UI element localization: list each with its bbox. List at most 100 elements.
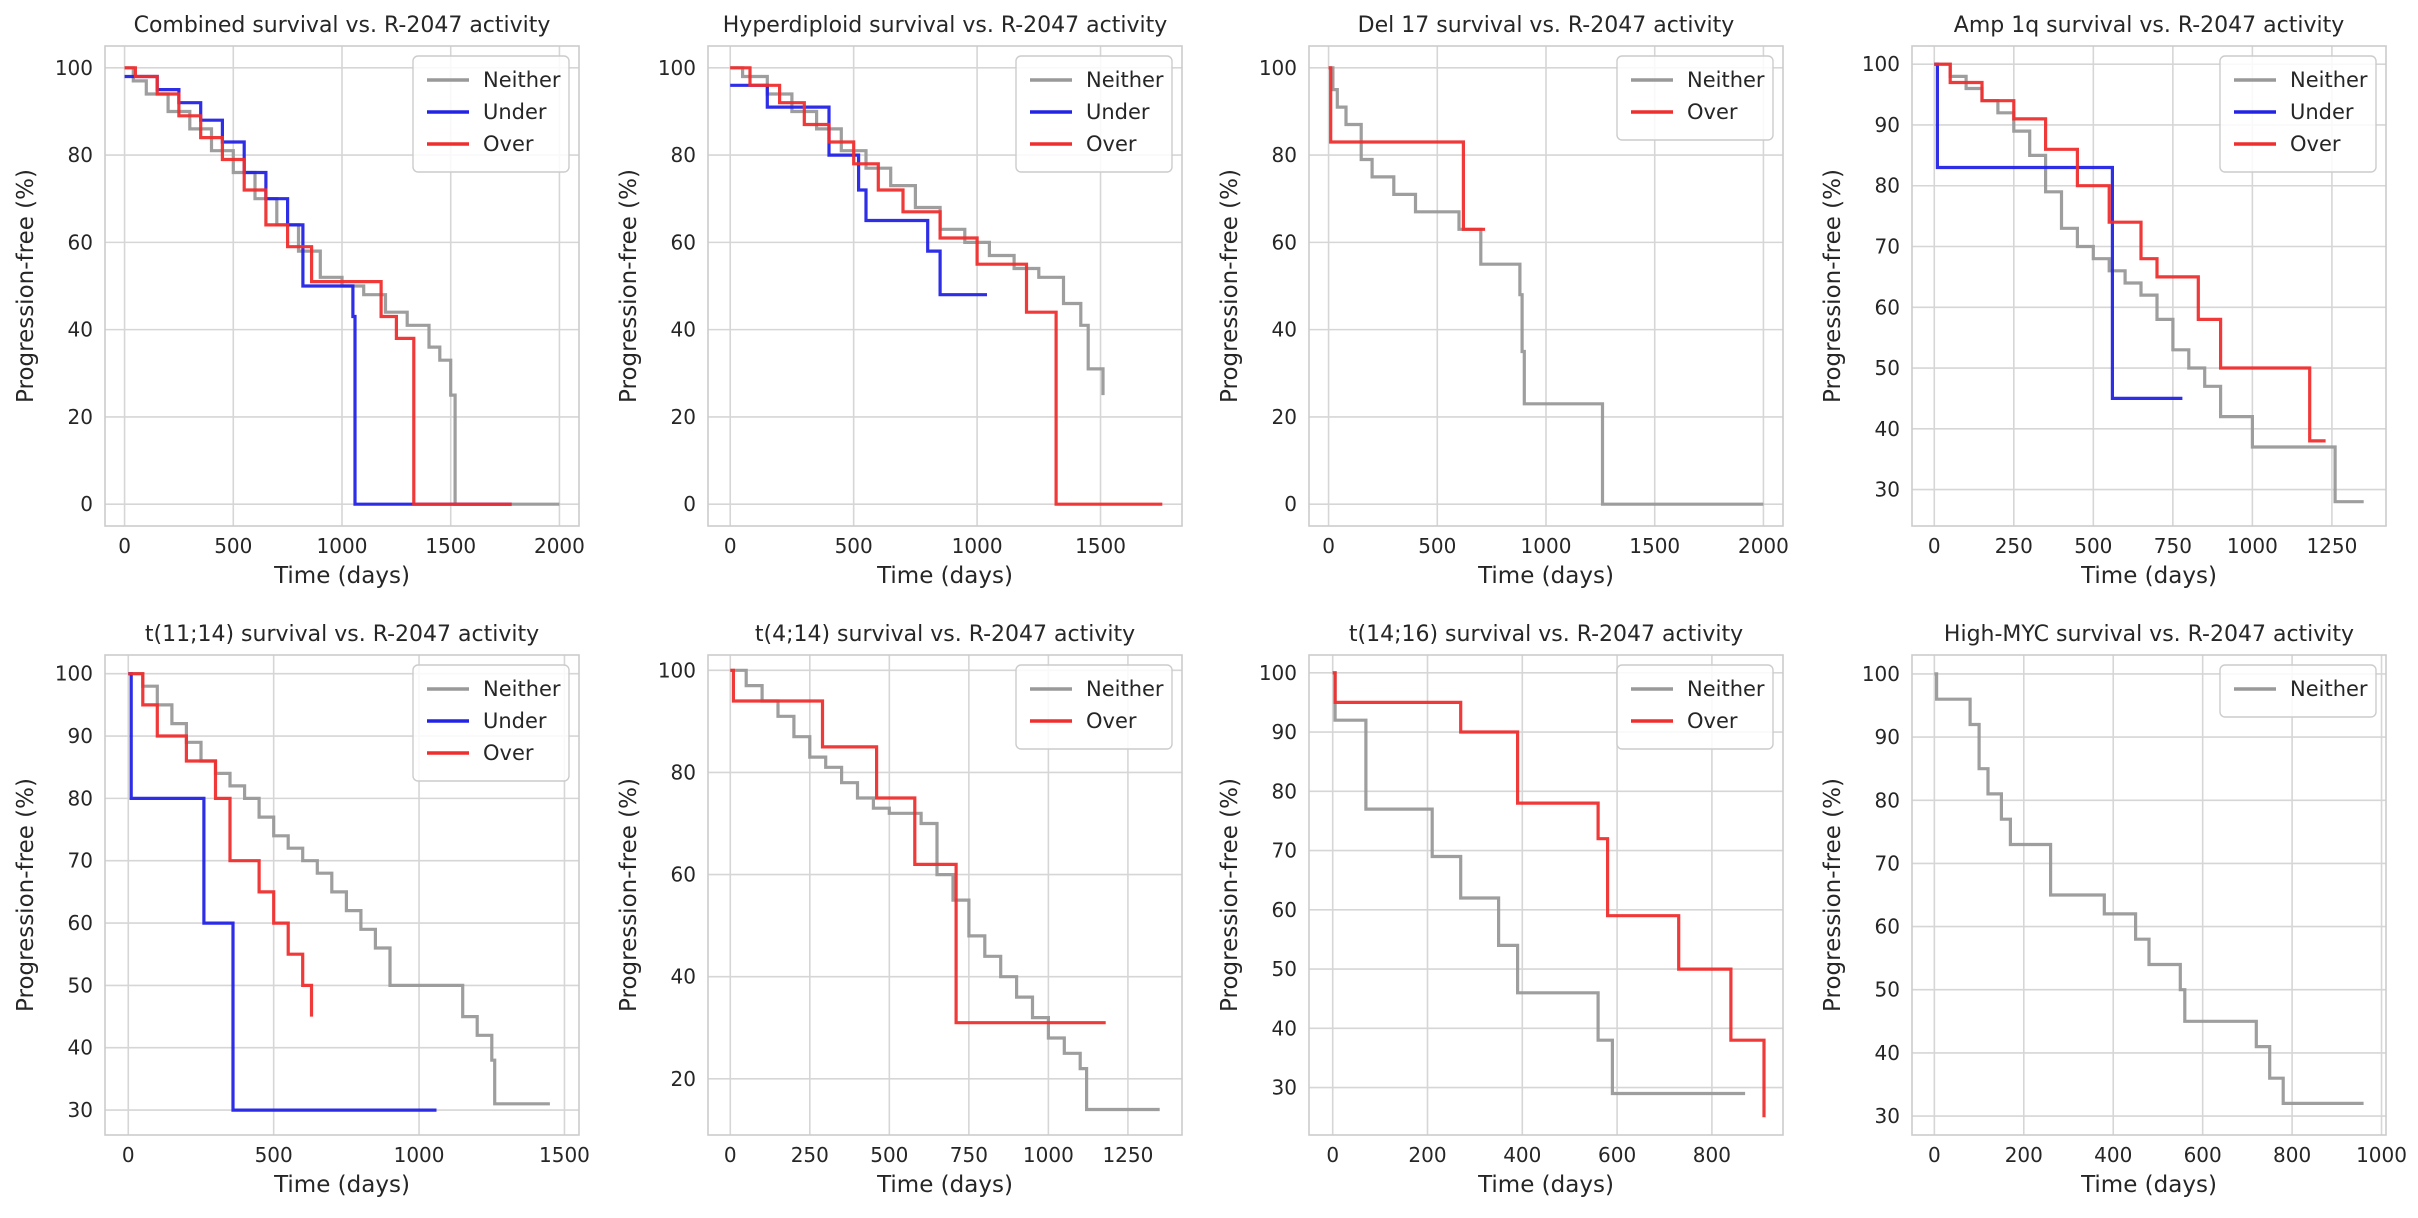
y-tick-label: 20 xyxy=(68,405,93,429)
series-line-over xyxy=(124,66,512,506)
y-tick-label: 50 xyxy=(1272,957,1297,981)
y-tick-label: 80 xyxy=(1272,779,1297,803)
chart-panel-4: 0 250 500 750 1000 1250 30 40 50 60 70 80 90 100 Amp 1… xyxy=(1820,13,2387,589)
series-line-under xyxy=(124,74,512,506)
x-tick-label: 0 xyxy=(1322,534,1335,558)
series-line-neither xyxy=(1328,66,1764,506)
y-tick-label: 60 xyxy=(1272,898,1297,922)
chart-title: Hyperdiploid survival vs. R-2047 activit… xyxy=(723,13,1167,38)
y-tick-label: 40 xyxy=(68,318,93,342)
x-tick-label: 250 xyxy=(791,1143,829,1167)
y-tick-label: 60 xyxy=(68,230,93,254)
legend-label: Over xyxy=(1687,709,1738,733)
y-tick-label: 80 xyxy=(68,786,93,810)
legend-label: Neither xyxy=(483,68,561,92)
y-tick-label: 70 xyxy=(1875,235,1900,259)
y-axis-label: Progression-free (%) xyxy=(616,778,642,1012)
legend-box xyxy=(1616,664,1774,750)
y-tick-label: 90 xyxy=(68,724,93,748)
chart-panel-8: 0 200 400 600 800 1000 30 40 50 60 70 80 90 100 High-M… xyxy=(1820,622,2407,1198)
x-tick-label: 0 xyxy=(122,1143,135,1167)
y-tick-label: 30 xyxy=(1875,1104,1900,1128)
y-tick-label: 30 xyxy=(68,1098,93,1122)
series-line-over xyxy=(1332,671,1766,1118)
x-tick-label: 1000 xyxy=(952,534,1003,558)
series-line-under xyxy=(128,672,437,1112)
legend-label: Over xyxy=(1687,100,1738,124)
chart-panel-6: 0 250 500 750 1000 1250 20 40 60 80 100 t(4;14) sur… xyxy=(616,622,1183,1198)
y-tick-label: 40 xyxy=(1272,1016,1297,1040)
y-axis-label: Progression-free (%) xyxy=(1820,169,1846,403)
legend-label: Over xyxy=(483,132,534,156)
legend-label: Neither xyxy=(1086,68,1164,92)
y-axis-label: Progression-free (%) xyxy=(13,778,39,1012)
x-axis-label: Time (days) xyxy=(273,1172,410,1198)
y-axis-label: Progression-free (%) xyxy=(1820,778,1846,1012)
x-tick-label: 1500 xyxy=(539,1143,590,1167)
legend-label: Neither xyxy=(1687,677,1765,701)
legend-box xyxy=(2219,664,2377,718)
x-tick-label: 500 xyxy=(214,534,252,558)
x-tick-label: 500 xyxy=(255,1143,293,1167)
x-axis-label: Time (days) xyxy=(1477,563,1614,589)
y-tick-label: 100 xyxy=(1259,56,1297,80)
chart-title: Del 17 survival vs. R-2047 activity xyxy=(1358,13,1735,38)
plot-frame xyxy=(104,45,580,527)
y-tick-label: 90 xyxy=(1272,720,1297,744)
legend-label: Over xyxy=(483,741,534,765)
x-tick-label: 0 xyxy=(1326,1143,1339,1167)
y-tick-label: 50 xyxy=(68,973,93,997)
series-line-over xyxy=(1328,66,1486,231)
y-tick-label: 100 xyxy=(658,56,696,80)
x-tick-label: 1500 xyxy=(1629,534,1680,558)
y-tick-label: 90 xyxy=(1875,725,1900,749)
y-tick-label: 40 xyxy=(1875,1041,1900,1065)
x-tick-label: 1500 xyxy=(1075,534,1126,558)
y-tick-label: 100 xyxy=(55,56,93,80)
x-axis-label: Time (days) xyxy=(273,563,410,589)
y-tick-label: 40 xyxy=(1272,318,1297,342)
x-axis-label: Time (days) xyxy=(2080,1172,2217,1198)
chart-title: t(4;14) survival vs. R-2047 activity xyxy=(755,622,1135,647)
legend-label: Over xyxy=(1086,132,1137,156)
x-tick-label: 400 xyxy=(2094,1143,2132,1167)
x-tick-label: 750 xyxy=(2154,534,2192,558)
series-line-over xyxy=(730,66,1163,506)
x-tick-label: 800 xyxy=(2273,1143,2311,1167)
y-tick-label: 0 xyxy=(1284,492,1297,516)
x-tick-label: 0 xyxy=(118,534,131,558)
x-tick-label: 400 xyxy=(1503,1143,1541,1167)
y-tick-label: 80 xyxy=(1272,143,1297,167)
plot-frame xyxy=(707,45,1183,527)
series-line-neither xyxy=(730,668,1160,1112)
x-tick-label: 2000 xyxy=(534,534,585,558)
y-tick-label: 0 xyxy=(80,492,93,516)
y-tick-label: 100 xyxy=(658,658,696,682)
x-tick-label: 1000 xyxy=(394,1143,445,1167)
series-line-neither xyxy=(124,66,560,506)
y-tick-label: 70 xyxy=(1875,851,1900,875)
series-line-over xyxy=(128,672,314,1017)
chart-title: Combined survival vs. R-2047 activity xyxy=(134,13,551,38)
x-axis-label: Time (days) xyxy=(876,563,1013,589)
x-tick-label: 1000 xyxy=(2356,1143,2407,1167)
x-tick-label: 500 xyxy=(870,1143,908,1167)
chart-title: Amp 1q survival vs. R-2047 activity xyxy=(1954,13,2344,38)
x-tick-label: 1250 xyxy=(2306,534,2357,558)
x-tick-label: 0 xyxy=(1928,534,1941,558)
y-tick-label: 50 xyxy=(1875,978,1900,1002)
y-tick-label: 80 xyxy=(671,760,696,784)
x-axis-label: Time (days) xyxy=(1477,1172,1614,1198)
plot-frame xyxy=(1308,654,1784,1136)
x-tick-label: 250 xyxy=(1995,534,2033,558)
chart-panel-1: 0 500 1000 1500 2000 0 20 40 60 80 100 Combined sur… xyxy=(13,13,585,589)
y-tick-label: 0 xyxy=(683,492,696,516)
legend-label: Neither xyxy=(1687,68,1765,92)
x-tick-label: 600 xyxy=(2184,1143,2222,1167)
y-axis-label: Progression-free (%) xyxy=(1217,778,1243,1012)
x-tick-label: 500 xyxy=(835,534,873,558)
x-axis-label: Time (days) xyxy=(2080,563,2217,589)
series-line-under xyxy=(1934,62,2183,400)
legend-box xyxy=(1015,664,1173,750)
